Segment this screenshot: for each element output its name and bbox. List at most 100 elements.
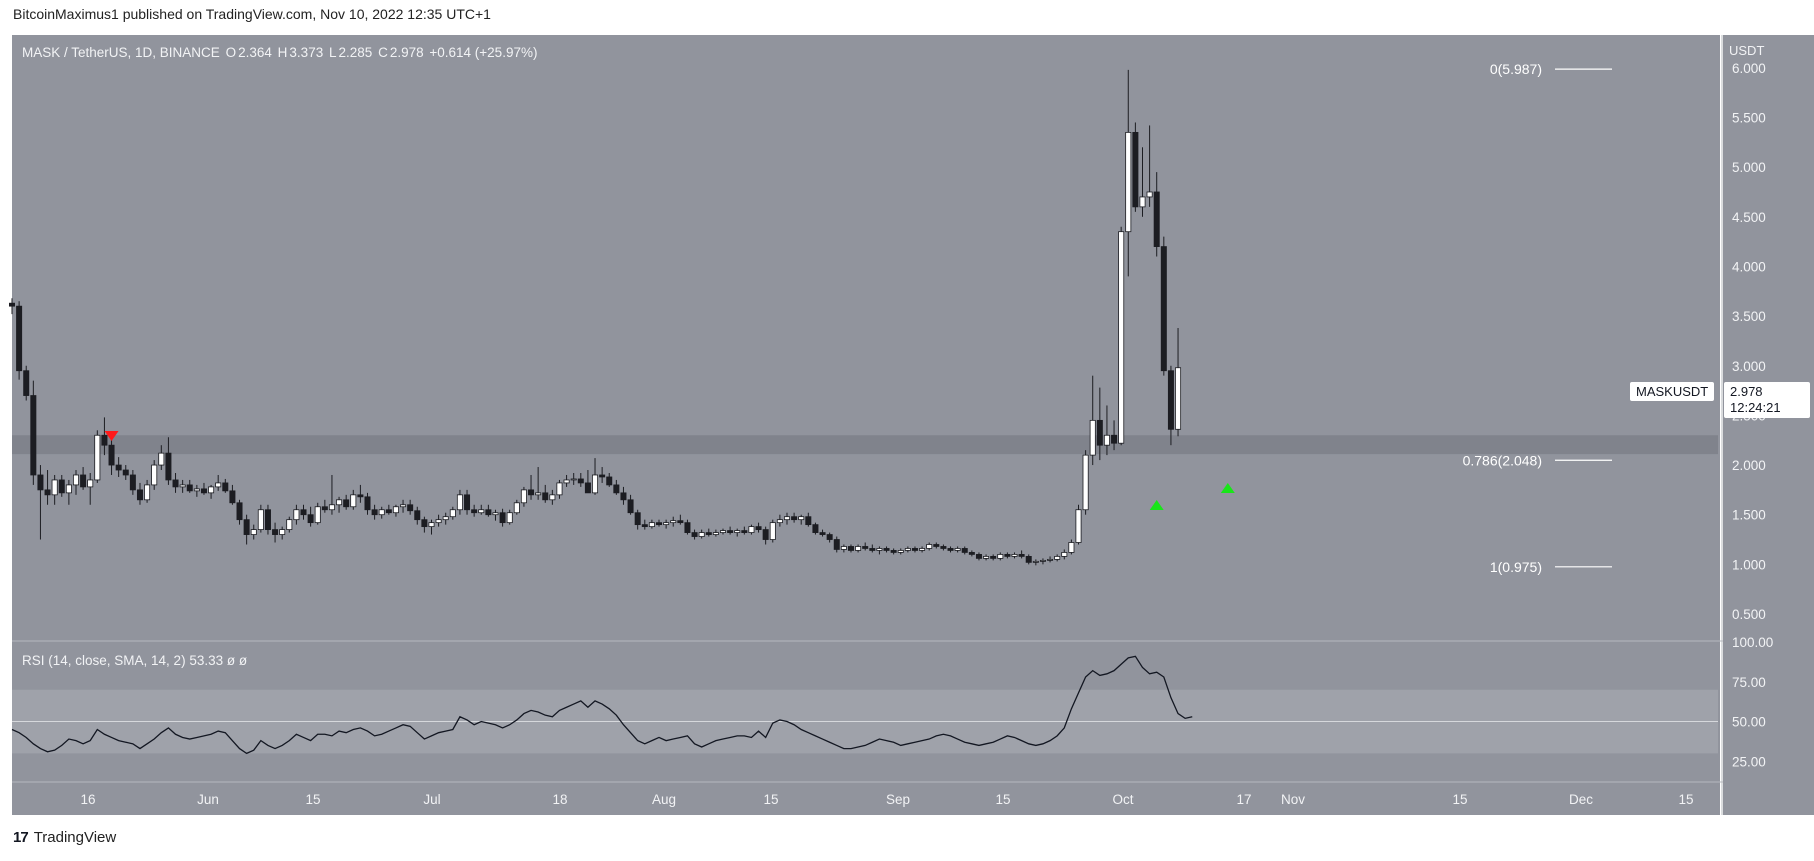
candle — [634, 509, 641, 530]
time-tick-label: Nov — [1281, 792, 1305, 807]
price-tick-label: 0.500 — [1732, 607, 1766, 622]
footer-brand[interactable]: TradingView — [33, 829, 117, 846]
candle-body — [1018, 554, 1025, 557]
candle — [1061, 549, 1068, 560]
candle-body — [691, 532, 698, 537]
candle-body — [385, 509, 392, 514]
candle — [286, 516, 293, 533]
candle — [990, 554, 997, 561]
price-tick-label: 5.000 — [1732, 160, 1766, 175]
open-value: 2.364 — [238, 45, 272, 60]
candle — [456, 489, 463, 515]
candle-body — [1167, 370, 1174, 430]
fib-label: 0.786(2.048) — [1463, 452, 1542, 468]
rsi-label[interactable]: RSI (14, close, SMA, 14, 2) — [22, 653, 186, 668]
candle-body — [1082, 454, 1089, 511]
rsi-na-1: ø — [226, 653, 236, 668]
candle-body — [471, 509, 478, 514]
candle — [1160, 236, 1167, 376]
candle — [179, 479, 186, 493]
candle — [670, 516, 677, 527]
candle-body — [286, 519, 293, 530]
support-zone — [12, 435, 1718, 455]
candle-body — [1061, 552, 1068, 557]
candle — [392, 504, 399, 517]
candle — [115, 457, 122, 477]
candle — [442, 512, 449, 525]
candle-body — [855, 546, 862, 551]
candle — [940, 544, 947, 551]
candle — [272, 522, 279, 543]
candle — [712, 529, 719, 537]
candle-body — [620, 492, 627, 501]
candle-body — [506, 512, 513, 524]
candle-body — [805, 516, 812, 526]
candle-body — [919, 548, 926, 551]
candle — [307, 506, 314, 527]
candle — [570, 472, 577, 485]
candle — [975, 552, 982, 561]
candle — [1096, 387, 1103, 461]
time-tick-label: Jul — [423, 792, 440, 807]
candle-body — [648, 522, 655, 528]
candle — [165, 437, 172, 485]
chart-frame[interactable] — [12, 35, 1720, 815]
candle — [805, 512, 812, 527]
candle — [257, 504, 264, 533]
candle — [563, 474, 570, 487]
time-axis: 16 Jun 15 Jul 18 Aug 15 Sep 15 Oct 17 Nov 15 Dec 15 — [80, 792, 1693, 807]
candle — [862, 542, 869, 551]
candle — [328, 474, 335, 515]
candle — [492, 509, 499, 521]
candle — [904, 546, 911, 553]
candle — [144, 479, 151, 503]
tradingview-logo-icon[interactable]: 17 — [13, 829, 29, 846]
price-tick-label: 1.000 — [1732, 557, 1766, 572]
candle-body — [1118, 231, 1125, 444]
time-tick-label: 18 — [552, 792, 567, 807]
candle-body — [1146, 191, 1153, 198]
candle — [264, 504, 271, 535]
candle-body — [407, 504, 414, 512]
candle — [869, 544, 876, 553]
candle-body — [734, 530, 741, 533]
candle-body — [364, 496, 371, 511]
candle — [528, 474, 535, 500]
rsi-legend: RSI (14, close, SMA, 14, 2) 53.33 ø ø — [22, 653, 247, 668]
candle-body — [336, 499, 343, 506]
candle-body — [670, 520, 677, 524]
time-tick-label: Sep — [886, 792, 910, 807]
candle — [947, 546, 954, 553]
candle — [300, 504, 307, 520]
candle — [968, 550, 975, 557]
candle — [556, 479, 563, 499]
candle — [748, 524, 755, 535]
candle-body — [172, 479, 179, 488]
time-tick-label: 17 — [1236, 792, 1251, 807]
candle-body — [1160, 246, 1167, 372]
time-tick-label: Aug — [652, 792, 676, 807]
candle-body — [592, 474, 599, 494]
candle — [435, 514, 442, 527]
candle-body — [983, 556, 990, 559]
candle — [855, 544, 862, 553]
candle-body — [115, 464, 122, 471]
candle-body — [876, 548, 883, 551]
candle — [762, 526, 769, 545]
candle-body — [1111, 434, 1118, 444]
price-axis-background — [1723, 35, 1814, 815]
candle-body — [51, 479, 58, 496]
high-label: H — [277, 45, 288, 60]
candle — [1132, 122, 1139, 212]
candle — [243, 514, 250, 545]
candle-body — [904, 548, 911, 551]
candle-body — [492, 512, 499, 516]
candle-body — [222, 482, 229, 492]
symbol-label[interactable]: MASK / TetherUS, 1D, BINANCE — [22, 45, 220, 60]
green-up-arrow-icon — [1149, 500, 1164, 510]
candle — [229, 484, 236, 505]
candle — [1146, 125, 1153, 207]
candle — [606, 472, 613, 487]
candle — [371, 504, 378, 520]
